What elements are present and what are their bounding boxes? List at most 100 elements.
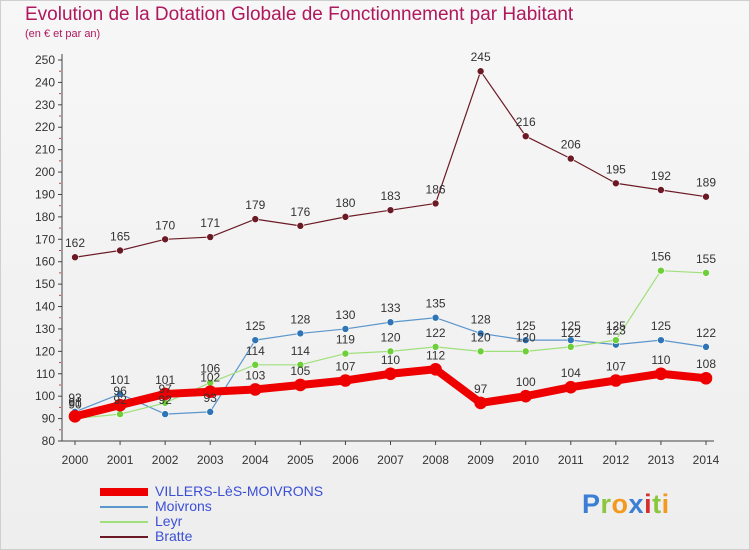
- data-label: 125: [651, 319, 671, 333]
- data-point: [431, 343, 440, 351]
- y-tick-label: 250: [35, 53, 55, 67]
- legend-swatch-bratte: [100, 536, 148, 538]
- data-point: [429, 362, 442, 376]
- y-tick-label: 180: [35, 210, 55, 224]
- data-label: 123: [606, 324, 626, 338]
- y-tick-label: 100: [35, 389, 55, 403]
- y-tick-label: 200: [35, 165, 55, 179]
- data-point: [296, 222, 305, 230]
- data-point: [68, 410, 82, 423]
- data-label: 125: [245, 319, 265, 333]
- data-point: [521, 336, 530, 344]
- data-label: 93: [204, 391, 218, 405]
- data-point: [206, 233, 215, 241]
- data-point: [296, 329, 305, 338]
- x-tick-label: 2004: [242, 453, 269, 467]
- data-point: [206, 408, 215, 416]
- data-label: 133: [380, 301, 400, 315]
- data-point: [474, 396, 487, 410]
- data-label: 180: [335, 196, 355, 210]
- data-point: [158, 387, 172, 401]
- data-point: [654, 367, 668, 381]
- data-point: [386, 318, 395, 327]
- data-label: 156: [651, 250, 671, 264]
- data-label: 92: [158, 393, 172, 407]
- logo-letter: t: [652, 489, 662, 519]
- data-point: [566, 343, 575, 351]
- data-label: 100: [516, 375, 536, 389]
- data-label: 96: [113, 384, 127, 398]
- data-label: 130: [335, 308, 355, 322]
- x-tick-label: 2003: [197, 453, 224, 467]
- x-tick-label: 2014: [693, 453, 720, 467]
- data-point: [702, 269, 710, 277]
- data-label: 120: [471, 330, 491, 344]
- x-tick-label: 2010: [512, 453, 539, 467]
- proxiti-logo: Proxiti: [582, 489, 670, 520]
- data-label: 93: [68, 391, 82, 405]
- data-point: [251, 336, 260, 344]
- data-point: [699, 371, 713, 385]
- legend-label-bratte: Bratte: [155, 528, 193, 544]
- data-label: 110: [381, 353, 400, 367]
- data-label: 183: [380, 189, 400, 203]
- data-label: 92: [113, 393, 127, 407]
- x-tick-label: 2011: [558, 453, 584, 467]
- data-point: [339, 374, 352, 387]
- data-label: 122: [426, 326, 446, 340]
- logo-letter: o: [611, 489, 629, 519]
- logo-letter: r: [600, 489, 612, 519]
- x-tick-label: 2006: [332, 453, 359, 467]
- chart-subtitle: (en € et par an): [25, 28, 101, 40]
- data-label: 114: [246, 344, 265, 358]
- y-tick-label: 120: [35, 344, 55, 358]
- x-tick-label: 2000: [62, 453, 89, 467]
- x-tick-label: 2001: [107, 453, 134, 467]
- data-point: [566, 154, 575, 163]
- data-point: [386, 347, 395, 356]
- data-point: [294, 378, 307, 392]
- y-tick-label: 110: [36, 367, 55, 381]
- data-point: [161, 410, 169, 418]
- data-label: 90: [68, 398, 82, 412]
- data-point: [657, 186, 665, 194]
- data-label: 171: [200, 216, 220, 230]
- data-point: [341, 325, 350, 333]
- data-point: [519, 389, 533, 403]
- data-label: 195: [606, 162, 626, 176]
- legend-swatch-leyr: [100, 521, 148, 523]
- data-label: 186: [426, 182, 446, 196]
- data-label: 135: [426, 297, 446, 311]
- data-label: 206: [561, 138, 581, 152]
- data-label: 162: [65, 236, 85, 250]
- data-label: 103: [245, 368, 265, 382]
- data-label: 114: [291, 344, 310, 358]
- data-point: [116, 390, 124, 398]
- data-label: 107: [335, 359, 355, 373]
- data-label: 128: [290, 312, 310, 326]
- data-point: [612, 336, 620, 344]
- data-label: 216: [516, 115, 536, 129]
- data-label: 108: [696, 357, 716, 371]
- data-label: 104: [561, 366, 581, 380]
- y-tick-label: 240: [35, 75, 55, 89]
- y-tick-label: 230: [35, 98, 55, 112]
- legend-label-leyr: Leyr: [155, 513, 183, 529]
- data-label: 112: [426, 348, 445, 362]
- data-point: [251, 360, 260, 369]
- data-label: 101: [155, 373, 175, 387]
- data-label: 122: [696, 326, 716, 340]
- chart-title: Evolution de la Dotation Globale de Fonc…: [25, 4, 574, 25]
- legend-swatch-villers: [100, 488, 148, 496]
- data-label: 170: [155, 218, 175, 232]
- data-label: 155: [696, 252, 716, 266]
- y-tick-label: 150: [35, 277, 55, 291]
- data-point: [431, 313, 440, 322]
- data-label: 107: [606, 359, 626, 373]
- data-label: 179: [245, 198, 265, 212]
- data-point: [386, 206, 395, 214]
- data-label: 105: [290, 364, 310, 378]
- data-point: [203, 385, 217, 398]
- data-point: [296, 360, 305, 369]
